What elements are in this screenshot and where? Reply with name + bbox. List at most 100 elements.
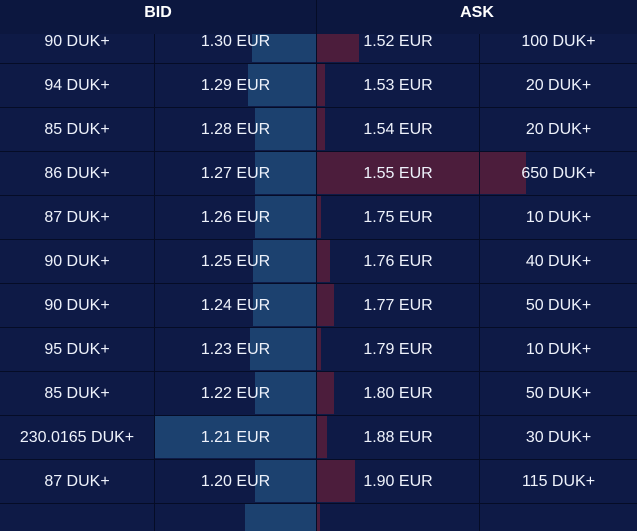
ask-price: 1.76 EUR (363, 253, 433, 270)
ask-depth-bar (317, 196, 321, 238)
order-book[interactable]: 90 DUK+ 1.30 EUR 1.52 EUR 100 DUK+ 94 DUK+ 1.… (0, 34, 637, 531)
ask-quantity: 115 DUK+ (521, 473, 596, 490)
ask-price: 1.53 EUR (363, 77, 433, 94)
bid-column-header: BID (144, 4, 172, 21)
header-divider (316, 0, 317, 34)
order-book-row[interactable]: 90 DUK+ 1.24 EUR 1.77 EUR 50 DUK+ (0, 284, 637, 328)
bid-price: 1.21 EUR (200, 429, 271, 446)
ask-depth-bar (317, 284, 334, 326)
order-book-row[interactable]: 86 DUK+ 1.27 EUR 1.55 EUR 650 DUK+ (0, 152, 637, 196)
ask-quantity: 20 DUK+ (525, 121, 592, 138)
row-separator (0, 151, 637, 152)
bid-price: 1.22 EUR (200, 385, 271, 402)
center-divider (316, 34, 317, 531)
bid-quantity: 87 DUK+ (44, 473, 110, 490)
bid-quantity: 230.0165 DUK+ (19, 429, 135, 446)
bid-depth-bar (250, 328, 316, 370)
ask-quantity: 650 DUK+ (521, 165, 596, 182)
ask-quantity: 20 DUK+ (525, 77, 592, 94)
ask-depth-bar (317, 64, 325, 106)
ask-depth-bar (317, 372, 334, 414)
row-separator (0, 415, 637, 416)
order-book-row[interactable]: 87 DUK+ 1.20 EUR 1.90 EUR 115 DUK+ (0, 460, 637, 504)
ask-price: 1.88 EUR (363, 429, 433, 446)
row-separator (0, 283, 637, 284)
row-separator (0, 371, 637, 372)
ask-depth-bar (317, 34, 359, 62)
order-book-row[interactable]: 85 DUK+ 1.28 EUR 1.54 EUR 20 DUK+ (0, 108, 637, 152)
ask-quantity: 40 DUK+ (525, 253, 592, 270)
ask-quantity (480, 504, 637, 531)
bid-price: 1.27 EUR (200, 165, 271, 182)
bid-quantity: 90 DUK+ (44, 297, 110, 314)
bid-depth-bar (155, 416, 316, 458)
bid-price: 1.26 EUR (200, 209, 271, 226)
row-separator (0, 503, 637, 504)
ask-column-header: ASK (460, 4, 494, 21)
ask-price: 1.80 EUR (363, 385, 433, 402)
bid-depth-bar (255, 460, 316, 502)
bid-price (155, 504, 316, 531)
bid-quantity: 90 DUK+ (44, 253, 110, 270)
order-book-row[interactable]: 94 DUK+ 1.29 EUR 1.53 EUR 20 DUK+ (0, 64, 637, 108)
bid-price: 1.25 EUR (200, 253, 271, 270)
bid-depth-bar (252, 34, 316, 62)
bid-depth-bar (255, 372, 316, 414)
row-separator (0, 195, 637, 196)
bid-depth-bar (255, 196, 316, 238)
ask-price: 1.79 EUR (363, 341, 433, 358)
ask-depth-bar (317, 460, 355, 502)
row-separator (0, 239, 637, 240)
bid-qty-divider (154, 34, 155, 531)
ask-quantity: 10 DUK+ (525, 209, 592, 226)
row-separator (0, 107, 637, 108)
row-separator (0, 459, 637, 460)
bid-quantity: 90 DUK+ (44, 34, 110, 50)
bid-price: 1.20 EUR (200, 473, 271, 490)
ask-depth-bar (317, 152, 526, 194)
order-book-row[interactable] (0, 504, 637, 531)
bid-depth-bar (255, 152, 316, 194)
order-book-header: BID ASK (0, 0, 637, 34)
bid-depth-bar (253, 284, 316, 326)
order-book-row[interactable]: 90 DUK+ 1.30 EUR 1.52 EUR 100 DUK+ (0, 34, 637, 64)
order-book-row[interactable]: 87 DUK+ 1.26 EUR 1.75 EUR 10 DUK+ (0, 196, 637, 240)
bid-price: 1.29 EUR (200, 77, 271, 94)
row-separator (0, 327, 637, 328)
ask-price: 1.90 EUR (363, 473, 433, 490)
bid-depth-bar (253, 240, 316, 282)
ask-quantity: 30 DUK+ (525, 429, 592, 446)
ask-price: 1.75 EUR (363, 209, 433, 226)
ask-depth-bar (317, 108, 325, 150)
order-book-row[interactable]: 90 DUK+ 1.25 EUR 1.76 EUR 40 DUK+ (0, 240, 637, 284)
ask-depth-bar (317, 240, 330, 282)
ask-price: 1.77 EUR (363, 297, 433, 314)
ask-depth-bar (317, 328, 321, 370)
ask-depth-bar (317, 416, 327, 458)
ask-price: 1.55 EUR (363, 165, 433, 182)
order-book-row[interactable]: 230.0165 DUK+ 1.21 EUR 1.88 EUR 30 DUK+ (0, 416, 637, 460)
bid-depth-bar (248, 64, 316, 106)
ask-price (317, 504, 479, 531)
ask-price: 1.54 EUR (363, 121, 433, 138)
ask-depth-bar (317, 504, 320, 531)
ask-quantity: 10 DUK+ (525, 341, 592, 358)
ask-quantity: 50 DUK+ (525, 297, 592, 314)
bid-price: 1.24 EUR (200, 297, 271, 314)
ask-price: 1.52 EUR (363, 34, 433, 50)
bid-quantity: 94 DUK+ (44, 77, 110, 94)
bid-quantity: 85 DUK+ (44, 385, 110, 402)
bid-depth-bar (245, 504, 316, 531)
bid-depth-bar (255, 108, 316, 150)
order-book-row[interactable]: 85 DUK+ 1.22 EUR 1.80 EUR 50 DUK+ (0, 372, 637, 416)
ask-quantity: 50 DUK+ (525, 385, 592, 402)
ask-quantity: 100 DUK+ (521, 34, 596, 50)
order-book-row[interactable]: 95 DUK+ 1.23 EUR 1.79 EUR 10 DUK+ (0, 328, 637, 372)
bid-quantity: 87 DUK+ (44, 209, 110, 226)
row-separator (0, 63, 637, 64)
bid-price: 1.28 EUR (200, 121, 271, 138)
ask-qty-divider (479, 34, 480, 531)
bid-quantity: 85 DUK+ (44, 121, 110, 138)
bid-quantity (0, 504, 154, 531)
bid-quantity: 86 DUK+ (44, 165, 110, 182)
